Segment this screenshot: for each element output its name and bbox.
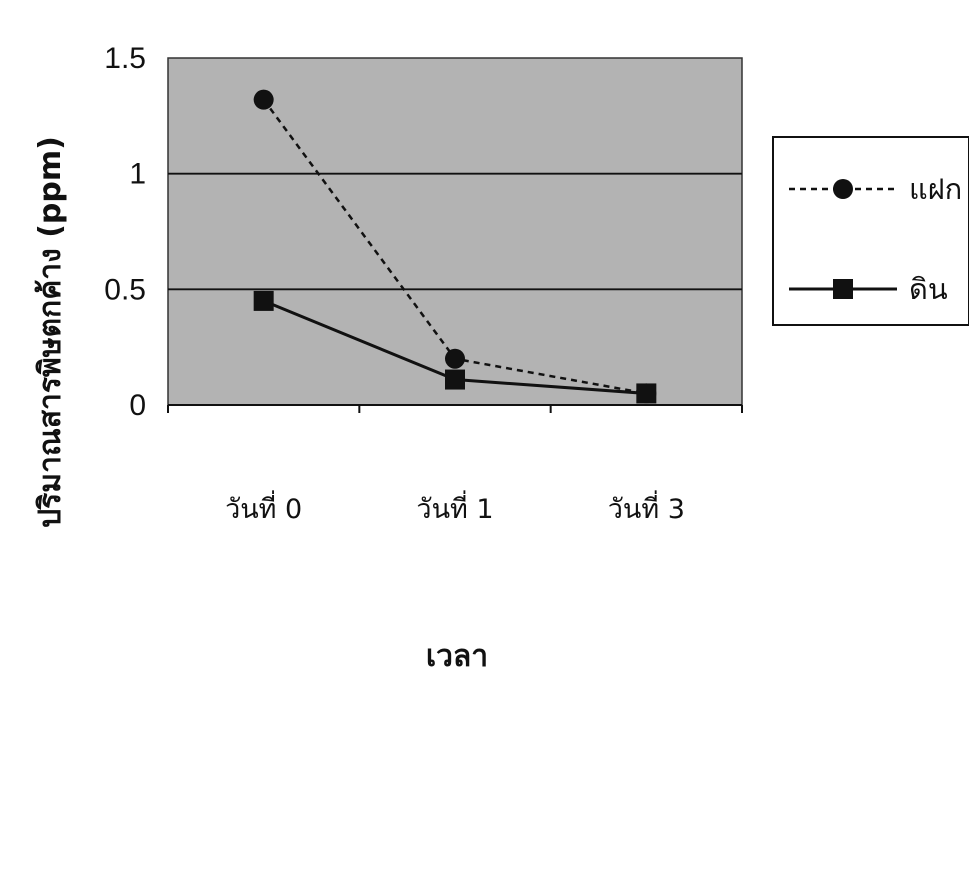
- axes: 0 0.5 1 1.5 วันที่ 0 วันที่ 1 วันที่ 3: [104, 42, 743, 525]
- legend-label: แฝก: [909, 172, 962, 206]
- y-tick-label: 1.5: [104, 42, 146, 75]
- data-point-circle: [445, 348, 465, 369]
- x-category-label: วันที่ 1: [416, 490, 493, 525]
- y-tick-label: 0: [129, 389, 146, 422]
- data-point-square: [445, 369, 465, 390]
- legend-box: [772, 136, 969, 326]
- y-axis-title: ปริมาณสารพิษตกค้าง (ppm): [33, 136, 68, 528]
- x-category-label: วันที่ 0: [225, 490, 302, 525]
- plot-area: [167, 57, 743, 406]
- data-point-circle: [253, 89, 274, 110]
- plot-background: [167, 57, 743, 406]
- x-axis-title: เวลา: [426, 639, 488, 674]
- data-point-square: [253, 290, 274, 311]
- legend-marker-square: [833, 279, 853, 299]
- x-category-label: วันที่ 3: [608, 490, 685, 525]
- legend-label: ดิน: [909, 272, 948, 306]
- legend-marker-circle: [833, 179, 853, 199]
- y-tick-label: 1: [129, 158, 146, 191]
- series-layer: [253, 89, 657, 404]
- data-point-square: [636, 383, 657, 404]
- y-tick-label: 0.5: [104, 273, 146, 306]
